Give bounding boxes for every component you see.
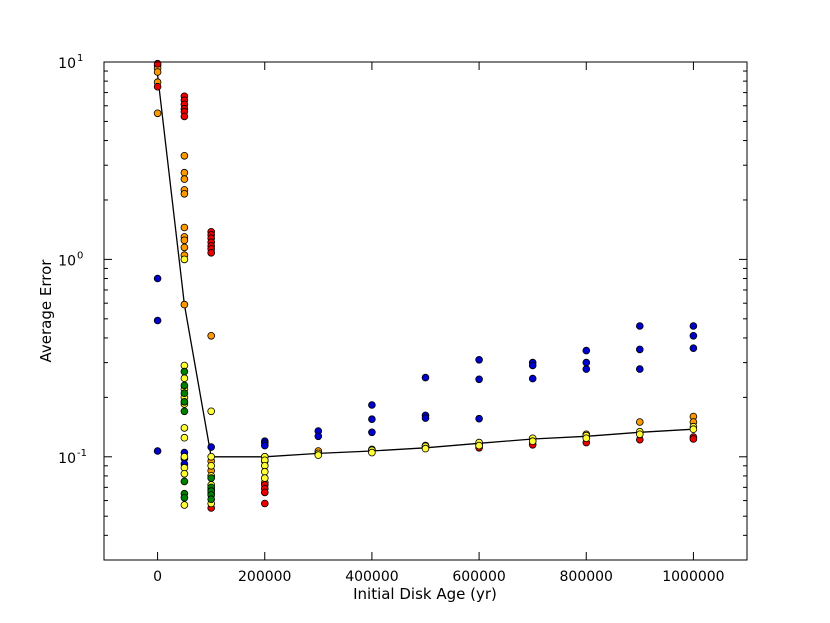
- y-tick-exponent: 0: [77, 250, 83, 261]
- x-tick-label: 400000: [345, 569, 398, 585]
- data-point-blue: [475, 414, 483, 423]
- data-point-yellow: [689, 425, 698, 434]
- x-tick-label: 600000: [452, 569, 505, 585]
- data-point-blue: [260, 441, 269, 450]
- fit-line: [156, 74, 694, 458]
- data-point-yellow: [207, 452, 216, 461]
- data-point-yellow: [207, 407, 216, 416]
- data-point-orange: [180, 168, 189, 177]
- data-point-red: [689, 435, 698, 443]
- data-point-orange: [180, 152, 189, 160]
- data-point-red: [180, 112, 189, 121]
- data-point-yellow: [528, 437, 537, 446]
- data-point-blue: [153, 447, 162, 455]
- data-point-orange: [180, 243, 189, 252]
- y-axis-label: Average Error: [37, 259, 55, 363]
- data-point-red: [153, 59, 162, 68]
- data-point-blue: [475, 355, 483, 364]
- data-point-orange: [180, 223, 189, 232]
- data-point-green: [180, 477, 189, 486]
- data-point-orange: [153, 68, 162, 76]
- x-tick-labels: 0 200000 400000 600000 800000 1000000: [153, 569, 724, 585]
- data-point-blue: [421, 414, 430, 422]
- fit-line-group: [156, 74, 694, 458]
- data-point-blue: [582, 346, 591, 355]
- data-point-blue: [421, 373, 430, 382]
- x-tick-label: 0: [153, 569, 162, 585]
- data-point-yellow: [180, 424, 189, 432]
- y-tick-exponent: 1: [77, 53, 83, 64]
- data-point-yellow: [180, 469, 189, 478]
- data-point-red: [207, 249, 216, 257]
- data-point-orange: [153, 109, 162, 118]
- data-point-red: [260, 488, 269, 497]
- data-point-blue: [368, 415, 376, 424]
- x-axis-label: Initial Disk Age (yr): [353, 585, 497, 603]
- data-point-blue: [368, 401, 376, 409]
- x-tick-label: 1000000: [662, 569, 724, 585]
- data-point-blue: [689, 344, 698, 353]
- data-point-green: [180, 367, 189, 376]
- data-points: [153, 59, 698, 512]
- plot-frame: [103, 61, 748, 561]
- data-point-blue: [689, 322, 698, 330]
- data-point-orange: [180, 175, 189, 183]
- data-point-orange: [180, 300, 189, 309]
- data-point-blue: [153, 274, 162, 283]
- data-point-blue: [475, 375, 483, 384]
- data-point-yellow: [260, 467, 269, 476]
- data-point-yellow: [180, 374, 189, 383]
- data-point-yellow: [260, 474, 269, 482]
- data-point-yellow: [180, 452, 189, 461]
- data-point-green: [207, 495, 216, 504]
- data-point-yellow: [314, 451, 323, 459]
- data-point-orange: [180, 236, 189, 245]
- data-point-red: [260, 499, 269, 508]
- y-tick-label: 10: [58, 253, 76, 269]
- data-point-green: [180, 493, 189, 502]
- data-point-blue: [689, 331, 698, 340]
- data-point-yellow: [180, 501, 189, 509]
- data-point-blue: [635, 365, 644, 373]
- data-point-yellow: [180, 433, 189, 442]
- data-point-orange: [180, 190, 189, 198]
- y-tick-label: 10: [58, 451, 76, 467]
- data-point-yellow: [368, 448, 376, 457]
- data-point-yellow: [635, 430, 644, 439]
- data-point-blue: [314, 432, 323, 441]
- data-point-red: [153, 82, 162, 91]
- data-point-blue: [635, 345, 644, 354]
- data-point-blue: [528, 361, 537, 370]
- data-point-green: [180, 389, 189, 398]
- data-point-yellow: [475, 441, 483, 450]
- data-point-yellow: [421, 444, 430, 453]
- plot-area: [104, 62, 747, 560]
- data-point-orange: [207, 331, 216, 340]
- data-point-green: [207, 474, 216, 482]
- y-tick-label: 10: [58, 56, 76, 72]
- data-point-blue: [582, 358, 591, 367]
- x-tick-label: 800000: [560, 569, 613, 585]
- data-point-blue: [207, 443, 216, 451]
- x-tick-label: 200000: [238, 569, 291, 585]
- minor-ticks: [104, 70, 747, 561]
- data-point-yellow: [180, 255, 189, 264]
- data-point-blue: [635, 322, 644, 330]
- data-point-orange: [635, 418, 644, 426]
- data-point-yellow: [582, 434, 591, 443]
- data-point-green: [180, 381, 189, 390]
- data-point-green: [180, 407, 189, 416]
- data-point-green: [180, 397, 189, 406]
- y-tick-exponent: -1: [77, 448, 87, 459]
- data-point-blue: [582, 365, 591, 373]
- data-point-blue: [368, 428, 376, 437]
- data-point-blue: [153, 316, 162, 325]
- data-point-yellow: [207, 461, 216, 470]
- data-point-blue: [528, 374, 537, 383]
